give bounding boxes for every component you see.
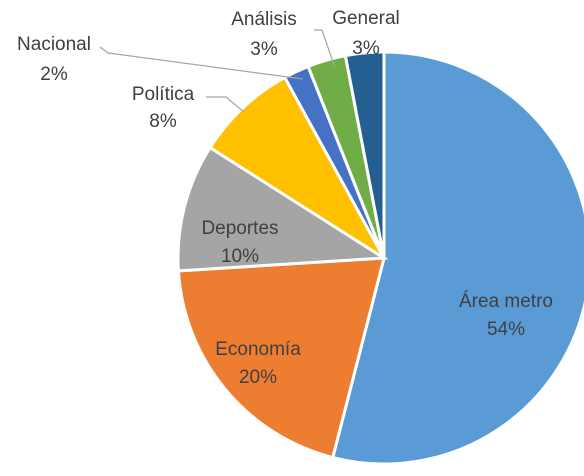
slice-name-label: Área metro xyxy=(459,291,553,312)
slice-percent-label: 20% xyxy=(239,367,277,388)
data-labels: Área metro 54% Economía 20% Deportes 10% Polít… xyxy=(17,8,553,388)
pie-slice-4 xyxy=(207,75,386,260)
pie-slice-7 xyxy=(343,50,386,259)
slice-name-label: General xyxy=(332,8,400,29)
pie-slices xyxy=(176,50,584,466)
pie-slice-2 xyxy=(176,256,386,460)
pie-slice-3 xyxy=(176,145,389,273)
leader-line-4 xyxy=(206,96,245,113)
slice-name-label: Política xyxy=(132,84,195,105)
slice-name-label: Análisis xyxy=(231,9,296,30)
slice-percent-label: 8% xyxy=(149,111,177,132)
pie-slice-1 xyxy=(330,50,584,466)
slice-name-label: Nacional xyxy=(17,34,91,55)
slice-name-label: Economía xyxy=(215,339,301,360)
leader-lines xyxy=(99,29,336,113)
leader-line-5 xyxy=(99,46,304,80)
slice-name-label: Deportes xyxy=(201,218,278,239)
slice-percent-label: 3% xyxy=(352,38,380,59)
slice-percent-label: 10% xyxy=(221,246,259,267)
slice-percent-label: 3% xyxy=(250,39,278,60)
slice-percent-label: 54% xyxy=(487,319,525,340)
leader-line-6 xyxy=(314,29,336,69)
slice-percent-label: 2% xyxy=(40,64,68,85)
